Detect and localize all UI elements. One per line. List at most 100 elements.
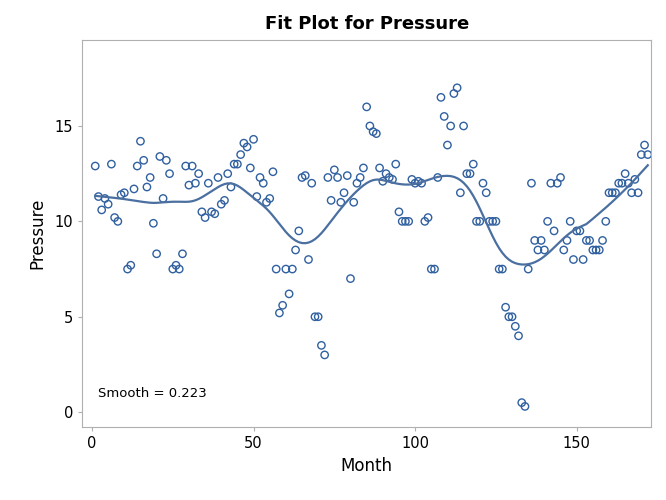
- Point: [119, 188, 130, 196]
- Point: [332, 174, 343, 182]
- Point: [507, 313, 517, 321]
- Point: [429, 265, 440, 273]
- Point: [212, 174, 223, 182]
- Point: [206, 208, 217, 216]
- Point: [238, 139, 249, 147]
- Point: [620, 170, 631, 177]
- Point: [603, 188, 614, 196]
- Point: [523, 265, 533, 273]
- Point: [155, 152, 165, 160]
- Point: [394, 208, 404, 216]
- Point: [484, 218, 495, 226]
- Point: [222, 170, 233, 177]
- Point: [203, 179, 214, 187]
- Point: [248, 136, 259, 143]
- Point: [319, 351, 330, 359]
- Point: [235, 150, 246, 158]
- Point: [90, 162, 101, 170]
- Point: [232, 160, 242, 168]
- Point: [358, 164, 369, 172]
- Point: [219, 196, 230, 204]
- Point: [226, 183, 236, 191]
- Point: [345, 274, 356, 282]
- Point: [478, 179, 488, 187]
- Point: [561, 236, 572, 244]
- Point: [426, 265, 437, 273]
- Point: [261, 198, 272, 206]
- Point: [610, 188, 621, 196]
- Point: [371, 130, 382, 138]
- Point: [229, 160, 240, 168]
- Point: [423, 214, 434, 222]
- Point: [116, 190, 127, 198]
- Point: [462, 170, 472, 177]
- Point: [491, 218, 501, 226]
- Point: [384, 174, 394, 182]
- Point: [290, 246, 301, 254]
- Point: [601, 218, 611, 226]
- Point: [184, 181, 194, 189]
- Point: [258, 179, 268, 187]
- Point: [97, 206, 107, 214]
- Point: [268, 168, 278, 176]
- Point: [135, 137, 146, 145]
- Title: Fit Plot for Pressure: Fit Plot for Pressure: [264, 15, 469, 33]
- Point: [449, 90, 460, 98]
- Point: [552, 179, 563, 187]
- Point: [458, 122, 469, 130]
- Point: [617, 179, 627, 187]
- Point: [519, 402, 530, 410]
- Point: [404, 218, 414, 226]
- Point: [271, 265, 282, 273]
- Point: [245, 164, 256, 172]
- Point: [284, 290, 294, 298]
- Point: [300, 172, 310, 179]
- Point: [581, 236, 591, 244]
- Point: [277, 302, 288, 310]
- Point: [545, 179, 556, 187]
- Point: [529, 236, 540, 244]
- Point: [294, 227, 304, 235]
- Point: [591, 246, 601, 254]
- Point: [643, 150, 653, 158]
- Point: [123, 265, 133, 273]
- X-axis label: Month: Month: [340, 457, 393, 475]
- Point: [436, 94, 446, 102]
- Point: [167, 265, 178, 273]
- Point: [439, 112, 450, 120]
- Point: [623, 179, 634, 187]
- Point: [639, 141, 650, 149]
- Point: [446, 122, 456, 130]
- Point: [174, 265, 184, 273]
- Point: [381, 170, 392, 177]
- Point: [336, 198, 346, 206]
- Point: [355, 174, 366, 182]
- Point: [390, 160, 401, 168]
- Point: [500, 303, 511, 311]
- Point: [400, 218, 411, 226]
- Point: [103, 200, 113, 208]
- Point: [481, 188, 492, 196]
- Point: [513, 332, 524, 340]
- Point: [626, 188, 637, 196]
- Point: [362, 103, 372, 111]
- Point: [342, 172, 352, 179]
- Point: [242, 143, 252, 151]
- Point: [100, 194, 111, 202]
- Point: [254, 174, 265, 182]
- Point: [471, 218, 482, 226]
- Point: [339, 188, 350, 196]
- Point: [633, 188, 643, 196]
- Point: [296, 174, 307, 182]
- Y-axis label: Pressure: Pressure: [29, 198, 47, 270]
- Point: [129, 185, 139, 193]
- Point: [187, 162, 198, 170]
- Point: [180, 162, 191, 170]
- Point: [636, 150, 647, 158]
- Point: [584, 236, 595, 244]
- Point: [125, 261, 136, 269]
- Point: [170, 261, 181, 269]
- Point: [613, 179, 624, 187]
- Point: [510, 322, 521, 330]
- Point: [196, 208, 207, 216]
